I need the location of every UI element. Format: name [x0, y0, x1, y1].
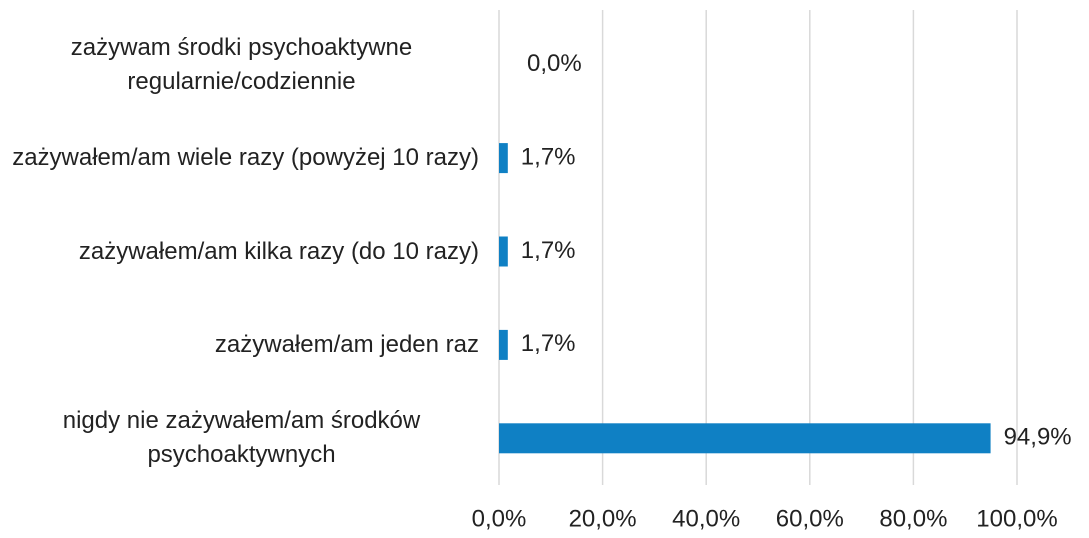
value-label: 1,7% [521, 330, 576, 357]
y-tick-label: nigdy nie zażywałem/am środków psychoakt… [62, 407, 421, 469]
x-tick-label: 20,0% [569, 505, 637, 532]
y-tick-label: zażywałem/am jeden raz [214, 330, 479, 358]
y-tick-label: zażywam środki psychoaktywne regularnie/… [70, 33, 413, 95]
x-tick-label: 60,0% [776, 505, 844, 532]
y-tick-label: zażywałem/am wiele razy (powyżej 10 razy… [12, 144, 479, 172]
value-label: 1,7% [521, 143, 576, 170]
bar [499, 423, 991, 454]
bar [499, 236, 508, 267]
value-label: 0,0% [527, 50, 582, 77]
y-tick-label: zażywałem/am kilka razy (do 10 razy) [78, 237, 479, 265]
x-tick-label: 100,0% [976, 505, 1057, 532]
bar [499, 143, 508, 174]
x-tick-label: 80,0% [879, 505, 947, 532]
bar [499, 329, 508, 360]
value-label: 1,7% [521, 237, 576, 264]
x-tick-label: 0,0% [472, 505, 527, 532]
value-label: 94,9% [1004, 424, 1072, 451]
x-tick-label: 40,0% [672, 505, 740, 532]
